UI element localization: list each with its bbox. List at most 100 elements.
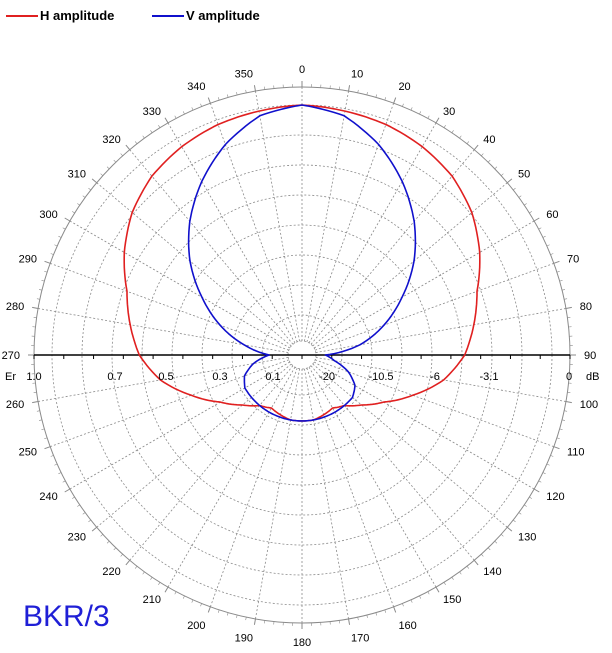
angle-label-10: 10 (351, 68, 363, 80)
minor-tick (556, 437, 560, 440)
minor-tick (150, 130, 153, 133)
minor-tick (191, 107, 194, 111)
left-scale-tick-2: 0.5 (158, 371, 173, 383)
minor-tick (227, 612, 229, 616)
minor-tick (38, 289, 43, 291)
minor-tick (494, 166, 498, 170)
minor-tick (366, 91, 368, 96)
minor-tick (481, 153, 484, 157)
spoke-220 (129, 365, 294, 561)
angle-label-330: 330 (143, 106, 161, 118)
tick-120 (533, 488, 540, 493)
minor-tick (494, 540, 498, 544)
minor-tick (82, 195, 86, 198)
minor-tick (142, 135, 145, 139)
angle-label-110: 110 (567, 446, 585, 458)
minor-tick (410, 107, 413, 111)
minor-tick (106, 166, 110, 170)
angle-label-300: 300 (39, 209, 57, 221)
minor-tick (366, 614, 368, 619)
angle-label-180: 180 (293, 637, 311, 649)
tick-250 (44, 446, 51, 450)
minor-tick (459, 571, 462, 575)
right-scale-tick-1: -10.5 (368, 371, 393, 383)
angle-label-270: 270 (2, 350, 20, 362)
minor-tick (500, 173, 504, 176)
minor-tick (518, 512, 522, 515)
tick-100 (565, 401, 572, 404)
minor-tick (58, 472, 62, 475)
minor-tick (427, 591, 430, 595)
tick-290 (44, 260, 51, 264)
minor-tick (236, 614, 238, 619)
spoke-230 (96, 363, 292, 528)
minor-tick (524, 203, 527, 206)
tick-190 (253, 618, 256, 625)
minor-tick (561, 419, 566, 421)
spoke-290 (50, 262, 289, 351)
minor-tick (564, 410, 568, 412)
spoke-300 (69, 220, 291, 349)
tick-160 (393, 606, 397, 613)
minor-tick (36, 298, 40, 300)
right-scale-tick-3: -3.1 (480, 371, 499, 383)
minor-tick (518, 195, 522, 198)
tick-310 (91, 178, 98, 184)
minor-tick (236, 91, 238, 96)
spoke-20 (306, 103, 395, 342)
angle-label-70: 70 (567, 254, 579, 266)
left-scale-tick-4: 0.1 (265, 371, 280, 383)
minor-tick (100, 173, 104, 176)
minor-tick (245, 617, 247, 621)
minor-tick (451, 130, 454, 133)
legend-swatch-h (6, 14, 38, 17)
minor-tick (62, 227, 66, 230)
minor-tick (227, 94, 229, 98)
minor-tick (58, 235, 62, 238)
tick-40 (473, 144, 479, 151)
minor-tick (524, 504, 527, 507)
minor-tick (550, 455, 554, 457)
tick-300 (64, 217, 71, 222)
angle-label-190: 190 (235, 633, 253, 645)
tick-60 (533, 217, 540, 222)
angle-label-0: 0 (299, 64, 305, 76)
legend-label-v: V amplitude (186, 8, 260, 23)
right-scale-tick-0: -20 (319, 371, 335, 383)
minor-tick (542, 472, 546, 475)
minor-tick (513, 519, 516, 523)
minor-tick (487, 547, 491, 551)
spoke-150 (308, 366, 437, 588)
spoke-160 (306, 368, 395, 607)
angle-label-310: 310 (68, 169, 86, 181)
angle-label-210: 210 (143, 594, 161, 606)
minor-tick (529, 211, 532, 214)
left-scale-tick-3: 0.3 (212, 371, 227, 383)
minor-tick (542, 235, 546, 238)
tick-80 (565, 306, 572, 309)
minor-tick (538, 227, 542, 230)
left-scale-label: Er (5, 371, 16, 383)
minor-tick (44, 437, 48, 440)
minor-tick (500, 534, 504, 537)
series-layer (123, 104, 481, 422)
angle-label-80: 80 (580, 301, 592, 313)
minor-tick (200, 603, 202, 607)
angle-label-260: 260 (6, 399, 24, 411)
legend-label-h: H amplitude (40, 8, 115, 23)
minor-tick (402, 103, 404, 107)
angle-label-50: 50 (518, 169, 530, 181)
tick-260 (32, 401, 39, 404)
minor-tick (174, 591, 177, 595)
angle-label-120: 120 (546, 491, 564, 503)
minor-tick (44, 270, 48, 273)
spoke-130 (312, 363, 508, 528)
minor-tick (120, 553, 123, 557)
angle-label-280: 280 (6, 301, 24, 313)
angle-label-140: 140 (483, 566, 501, 578)
tick-30 (435, 117, 440, 124)
minor-tick (419, 111, 422, 115)
spoke-310 (96, 182, 292, 347)
spoke-330 (167, 122, 296, 344)
